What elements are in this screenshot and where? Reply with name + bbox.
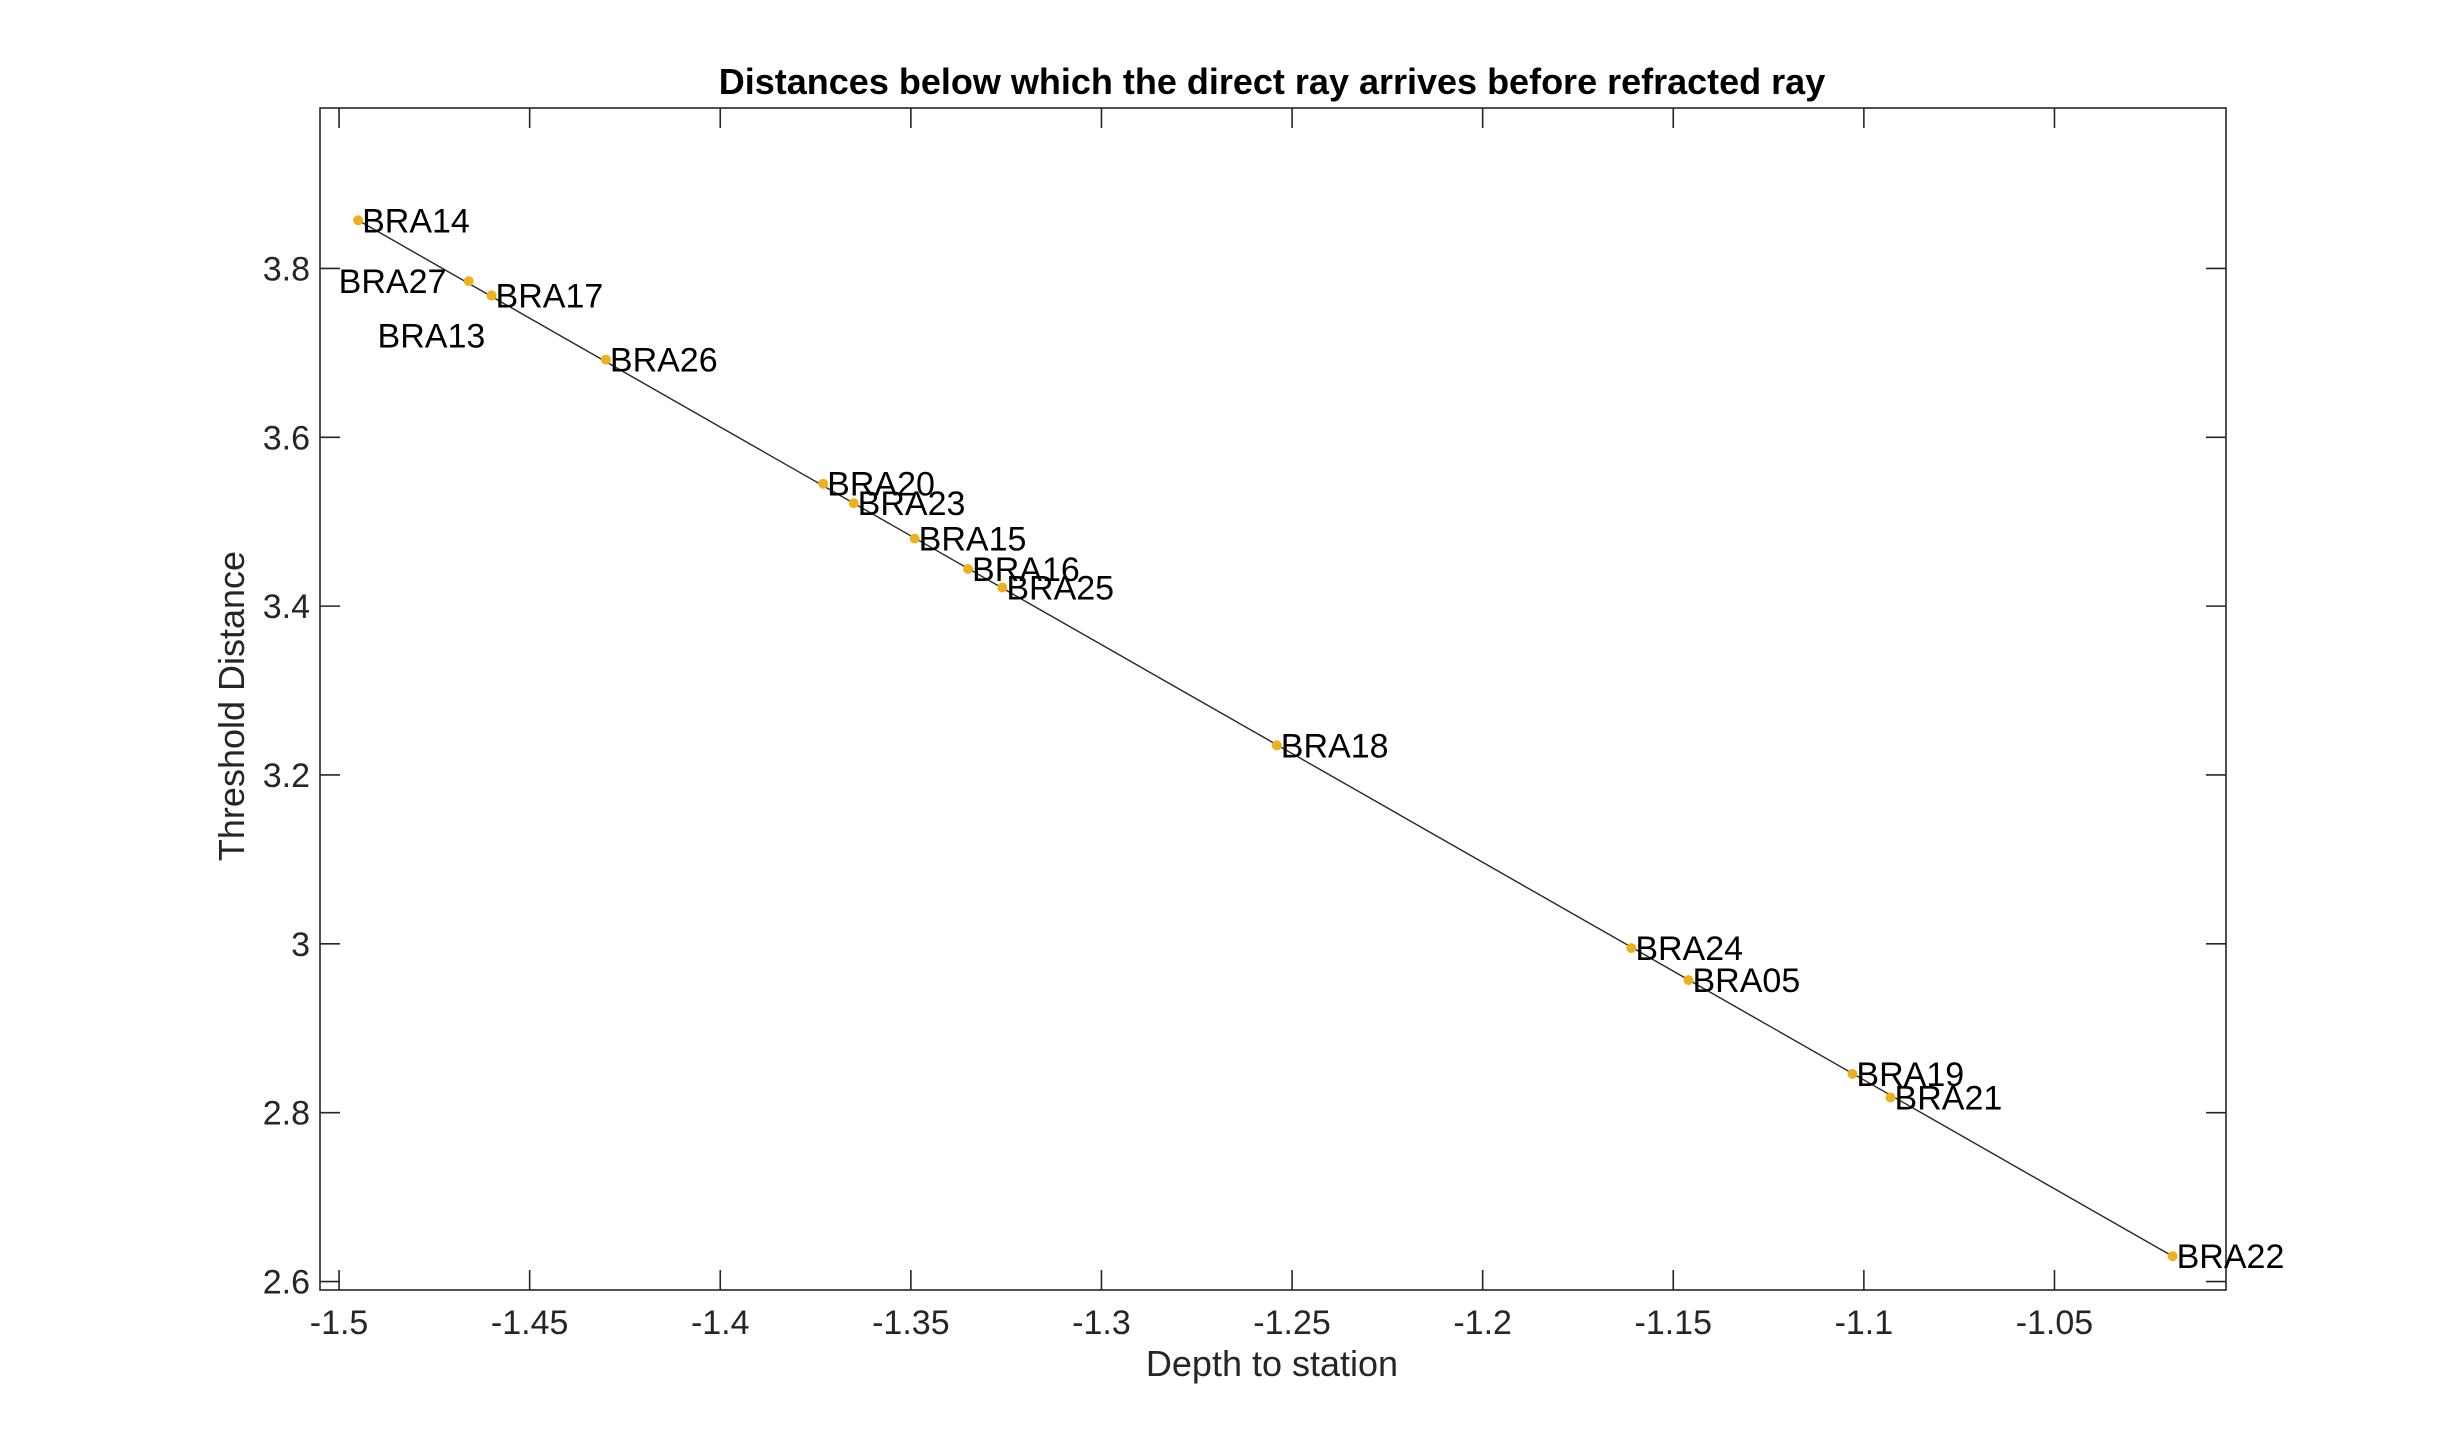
x-tick-label: -1.45 (491, 1304, 569, 1342)
data-point (997, 582, 1008, 593)
point-label: BRA24 (1635, 930, 1743, 968)
point-label: BRA21 (1895, 1080, 2003, 1118)
y-tick-label: 2.8 (263, 1095, 310, 1133)
data-point (1885, 1092, 1896, 1103)
x-tick-label: -1.3 (1072, 1304, 1131, 1342)
point-label: BRA27 (339, 263, 447, 301)
x-tick-label: -1.5 (310, 1304, 369, 1342)
data-point (353, 215, 364, 226)
y-axis-label: Threshold Distance (211, 551, 252, 861)
point-label: BRA05 (1693, 962, 1801, 1000)
x-tick-label: -1.1 (1835, 1304, 1894, 1342)
point-label: BRA19 (1856, 1056, 1964, 1094)
y-tick-label: 3 (291, 926, 310, 964)
data-point (2167, 1251, 2178, 1262)
x-tick-label: -1.25 (1253, 1304, 1331, 1342)
x-tick-label: -1.2 (1453, 1304, 1512, 1342)
data-point (909, 533, 920, 544)
data-point (818, 478, 829, 489)
chart-title: Distances below which the direct ray arr… (719, 61, 1825, 102)
point-label: BRA23 (858, 485, 966, 523)
data-point (463, 276, 474, 287)
point-label: BRA14 (362, 202, 470, 240)
fit-line (357, 219, 2173, 1257)
plot-area: -1.5 -1.45 -1.4 -1.35 -1.3 -1.25 -1.2 -1.15 -1.1… (263, 107, 2285, 1342)
data-point (1271, 740, 1282, 751)
point-label: BRA15 (919, 521, 1027, 559)
data-point (1683, 975, 1694, 986)
point-label: BRA20 (827, 466, 935, 504)
data-point (1626, 943, 1637, 954)
point-label: BRA16 (972, 551, 1080, 589)
y-tick-label: 3.4 (263, 588, 310, 626)
data-point (1847, 1068, 1858, 1079)
y-tick-label: 3.8 (263, 250, 310, 288)
x-axis-label: Depth to station (1146, 1343, 1398, 1384)
point-label: BRA22 (2177, 1238, 2285, 1276)
axes-box (319, 107, 2227, 1291)
data-point (600, 354, 611, 365)
data-point (848, 498, 859, 509)
point-label: BRA13 (378, 317, 486, 355)
point-label: BRA17 (496, 277, 604, 315)
y-tick-label: 3.6 (263, 419, 310, 457)
y-tick-label: 2.6 (263, 1264, 310, 1302)
point-label: BRA25 (1006, 570, 1114, 608)
data-point (963, 563, 974, 574)
point-label: BRA18 (1281, 727, 1389, 765)
x-tick-label: -1.4 (691, 1304, 750, 1342)
x-tick-label: -1.35 (872, 1304, 950, 1342)
x-tick-label: -1.05 (2016, 1304, 2094, 1342)
y-tick-label: 3.2 (263, 757, 310, 795)
point-label: BRA26 (610, 342, 718, 380)
x-tick-label: -1.15 (1635, 1304, 1713, 1342)
data-point (486, 290, 497, 301)
